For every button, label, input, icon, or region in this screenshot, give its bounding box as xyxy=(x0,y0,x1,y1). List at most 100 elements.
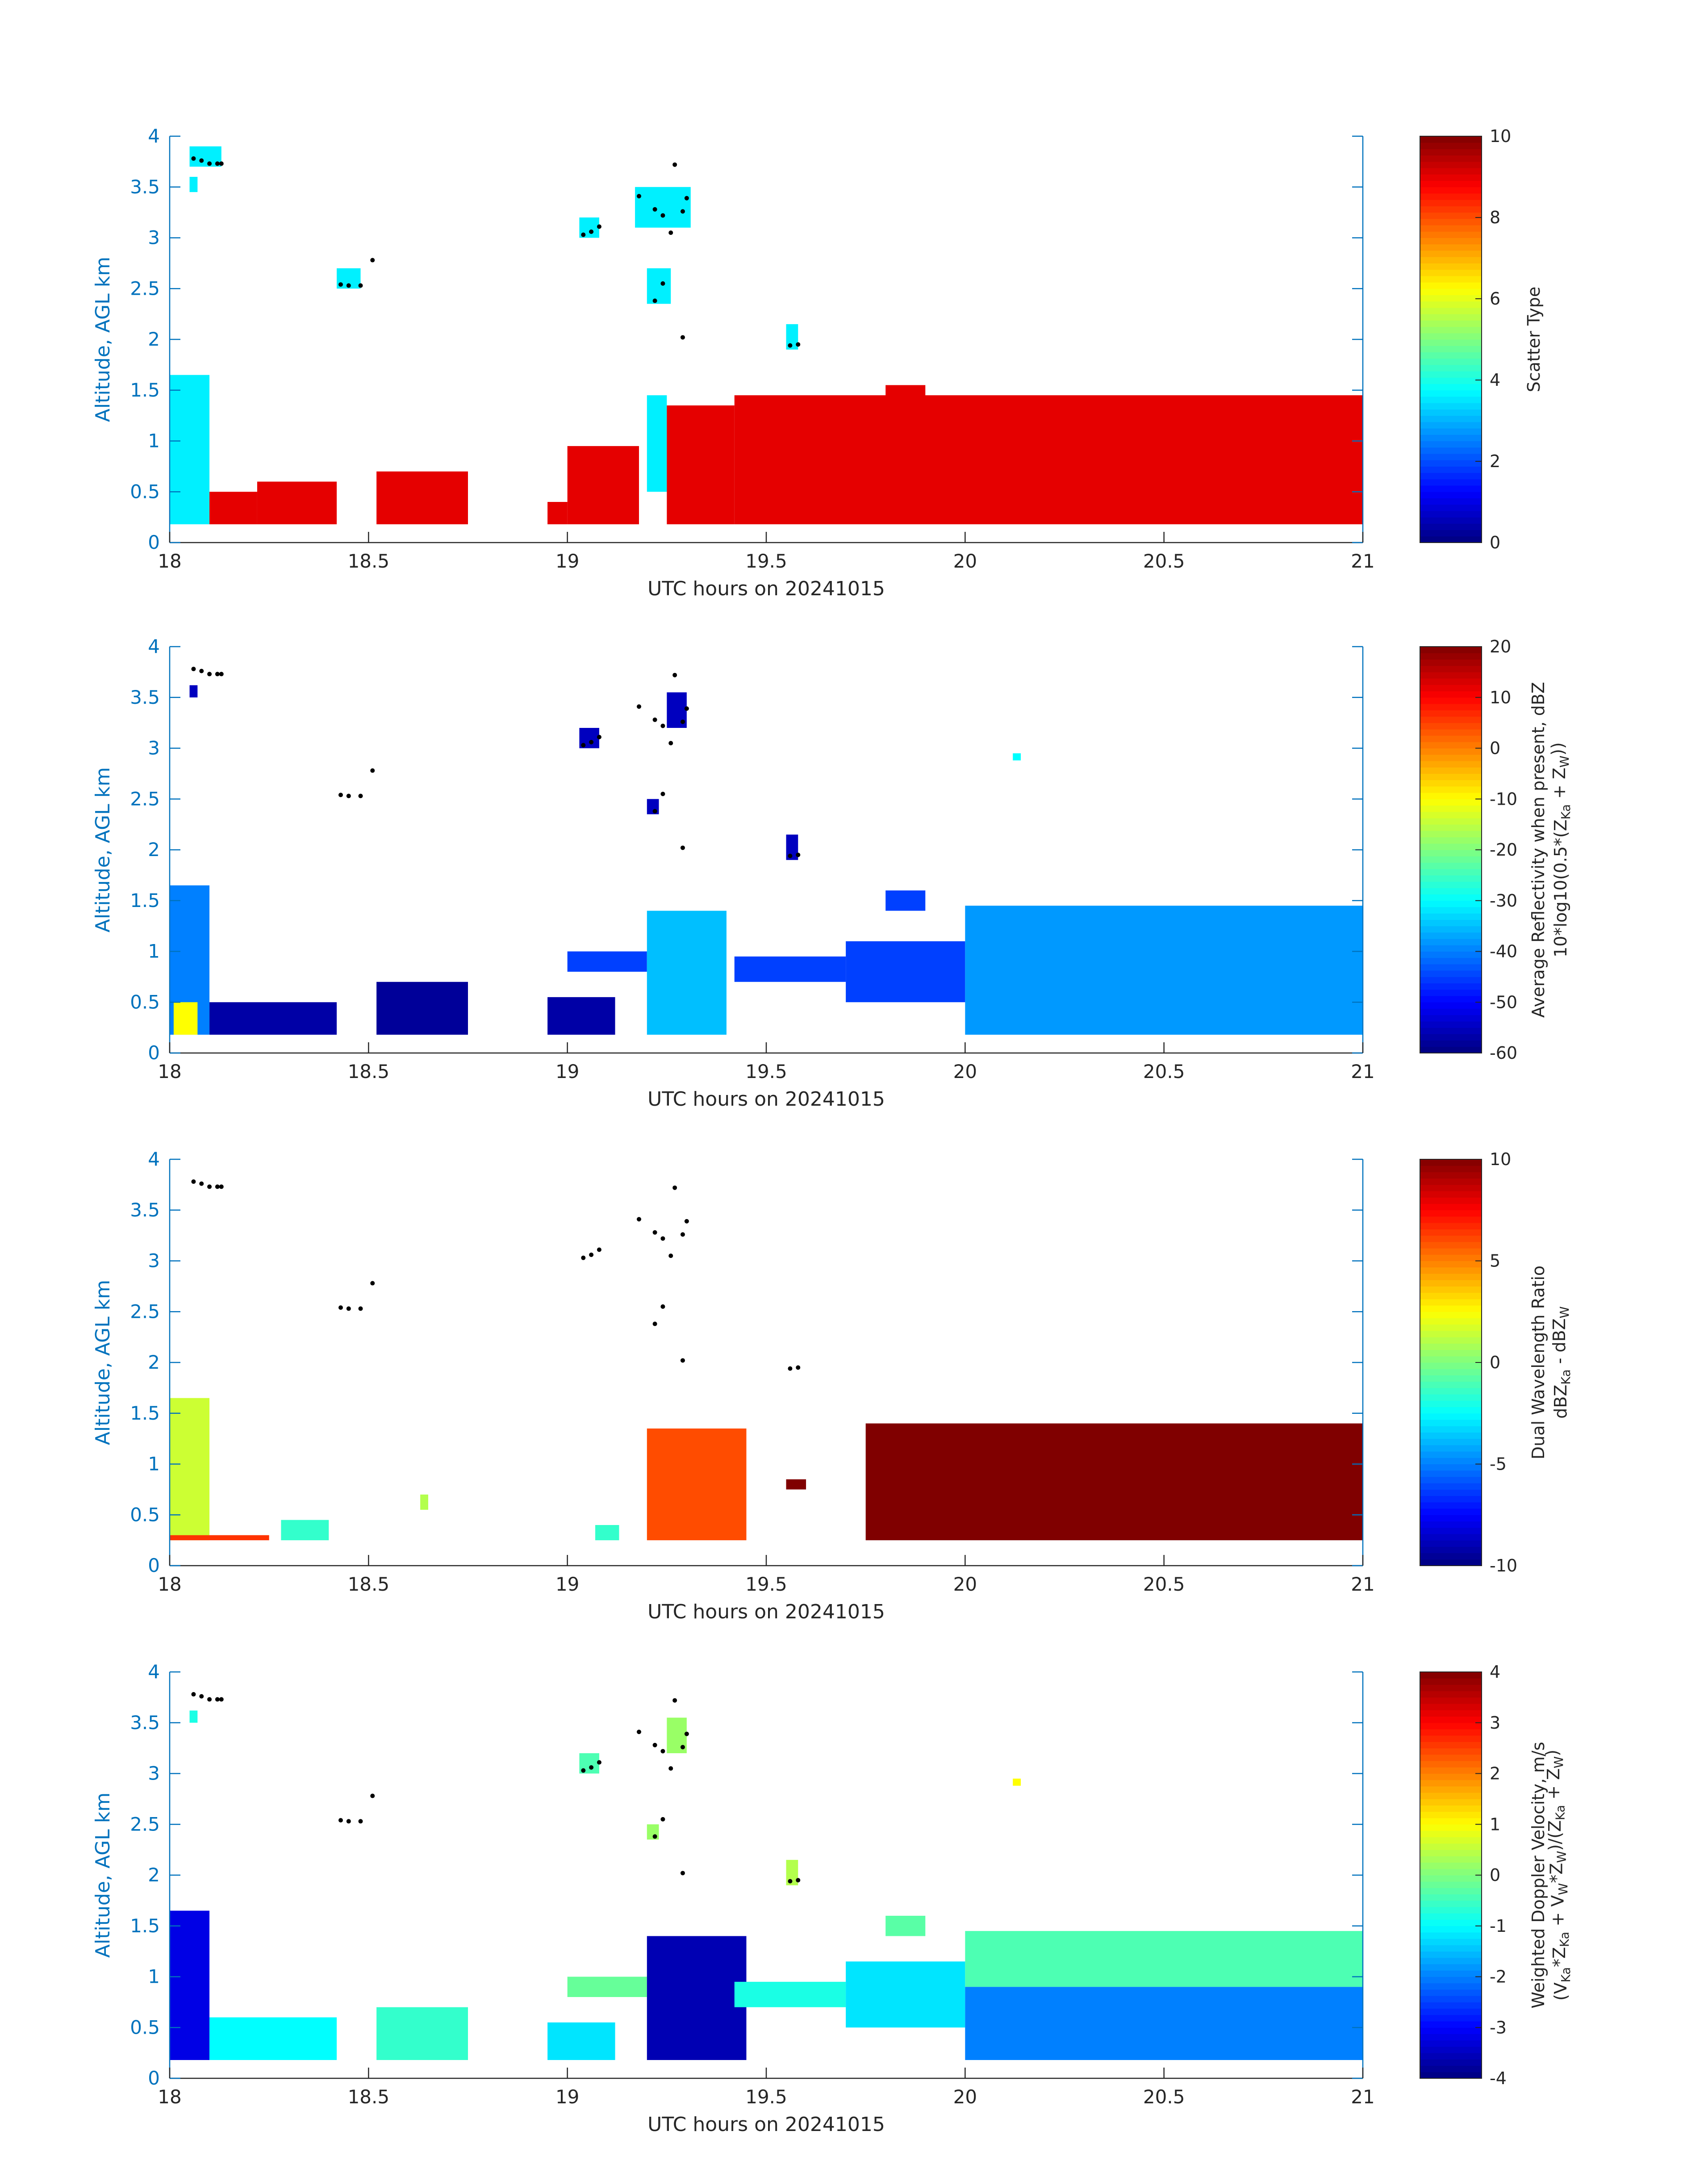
data-cell xyxy=(647,395,667,492)
marker-point xyxy=(684,706,689,711)
colorbar-segment xyxy=(1420,161,1482,168)
colorbar-segment xyxy=(1420,824,1482,831)
colorbar-segment xyxy=(1420,741,1482,748)
colorbar-tick-label: -5 xyxy=(1490,1454,1507,1474)
x-tick-label: 19.5 xyxy=(745,550,787,572)
y-tick-label: 2.5 xyxy=(130,1813,160,1835)
colorbar-segment xyxy=(1420,491,1482,498)
x-tick-label: 18.5 xyxy=(348,1061,390,1082)
colorbar-segment xyxy=(1420,849,1482,857)
marker-point xyxy=(796,1878,801,1883)
marker-point xyxy=(346,794,351,798)
colorbar: 0 2 4 6 8 10 Scatter Type xyxy=(1420,126,1544,552)
colorbar-segment xyxy=(1420,792,1482,799)
marker-point xyxy=(660,1304,665,1309)
colorbar-segment xyxy=(1420,1773,1482,1780)
marker-point xyxy=(338,282,343,287)
y-tick-label: 0.5 xyxy=(130,1504,160,1525)
x-tick-label: 20 xyxy=(953,1573,977,1595)
colorbar-segment xyxy=(1420,1521,1482,1528)
colorbar-segment xyxy=(1420,665,1482,673)
colorbar-label: Scatter Type xyxy=(1524,287,1544,392)
colorbar-segment xyxy=(1420,798,1482,806)
marker-point xyxy=(346,1819,351,1824)
colorbar-segment xyxy=(1420,672,1482,679)
data-cell xyxy=(595,1525,619,1541)
colorbar-segment xyxy=(1420,447,1482,454)
colorbar-segment xyxy=(1420,1932,1482,1939)
colorbar-segment xyxy=(1420,1171,1482,1179)
y-tick-label: 0 xyxy=(148,1554,160,1576)
x-tick-label: 19 xyxy=(555,1573,579,1595)
data-cell xyxy=(547,2022,615,2060)
y-tick-label: 0 xyxy=(148,2067,160,2089)
marker-point xyxy=(215,1697,220,1702)
colorbar-segment xyxy=(1420,1375,1482,1382)
marker-point xyxy=(652,298,657,303)
colorbar-segment xyxy=(1420,710,1482,717)
colorbar-segment xyxy=(1420,1553,1482,1560)
colorbar-tick-label: 2 xyxy=(1490,1764,1500,1784)
colorbar-segment xyxy=(1420,155,1482,162)
data-cell xyxy=(647,268,671,304)
colorbar-segment xyxy=(1420,964,1482,971)
colorbar-segment xyxy=(1420,472,1482,480)
colorbar-segment xyxy=(1420,1843,1482,1850)
colorbar-segment xyxy=(1420,1457,1482,1464)
colorbar-segment xyxy=(1420,1741,1482,1749)
x-tick-label: 19.5 xyxy=(745,2086,787,2108)
colorbar-segment xyxy=(1420,136,1482,143)
colorbar-segment xyxy=(1420,244,1482,251)
colorbar-segment xyxy=(1420,409,1482,416)
marker-point xyxy=(215,161,220,166)
colorbar-segment xyxy=(1420,1432,1482,1439)
colorbar-segment xyxy=(1420,1445,1482,1452)
colorbar-segment xyxy=(1420,1273,1482,1280)
colorbar-segment xyxy=(1420,1786,1482,1793)
marker-point xyxy=(672,162,677,167)
colorbar-segment xyxy=(1420,780,1482,787)
colorbar-segment xyxy=(1420,307,1482,314)
colorbar-segment xyxy=(1420,1805,1482,1812)
marker-point xyxy=(660,723,665,728)
data-cell xyxy=(635,187,691,228)
colorbar-segment xyxy=(1420,504,1482,511)
marker-point xyxy=(652,1230,657,1235)
colorbar-segment xyxy=(1420,1944,1482,1952)
x-axis-label: UTC hours on 20241015 xyxy=(647,577,885,600)
colorbar-segment xyxy=(1420,907,1482,914)
marker-point xyxy=(581,1255,586,1260)
data-cell xyxy=(734,956,846,982)
colorbar-segment xyxy=(1420,460,1482,467)
colorbar-segment xyxy=(1420,1881,1482,1888)
x-axis-label: UTC hours on 20241015 xyxy=(647,1088,885,1111)
colorbar-segment xyxy=(1420,333,1482,340)
colorbar-segment xyxy=(1420,530,1482,537)
panel-3: 0 0.5 1 1.5 2 2.5 3 3.5 4 18 18.5 19 19.5 20 20.5 21 UTC… xyxy=(92,1148,1573,1623)
data-cell xyxy=(647,911,727,1035)
marker-point xyxy=(636,704,641,709)
colorbar-segment xyxy=(1420,199,1482,206)
marker-point xyxy=(370,1793,375,1798)
colorbar-segment xyxy=(1420,1235,1482,1242)
colorbar-segment xyxy=(1420,1286,1482,1293)
colorbar-segment xyxy=(1420,1002,1482,1009)
colorbar-segment xyxy=(1420,1330,1482,1337)
colorbar-segment xyxy=(1420,1178,1482,1185)
colorbar-segment xyxy=(1420,2002,1482,2009)
marker-point xyxy=(191,667,196,672)
colorbar-segment xyxy=(1420,263,1482,270)
colorbar-segment xyxy=(1420,1792,1482,1799)
colorbar-segment xyxy=(1420,1697,1482,1704)
marker-point xyxy=(672,673,677,677)
marker-point xyxy=(358,1819,363,1824)
colorbar-segment xyxy=(1420,1033,1482,1041)
data-regions xyxy=(170,1710,1363,2060)
colorbar-segment xyxy=(1420,326,1482,334)
colorbar-segment xyxy=(1420,1451,1482,1458)
y-tick-label: 3 xyxy=(148,737,160,759)
colorbar-segment xyxy=(1420,1210,1482,1217)
colorbar-segment xyxy=(1420,2027,1482,2034)
colorbar-segment xyxy=(1420,1559,1482,1566)
